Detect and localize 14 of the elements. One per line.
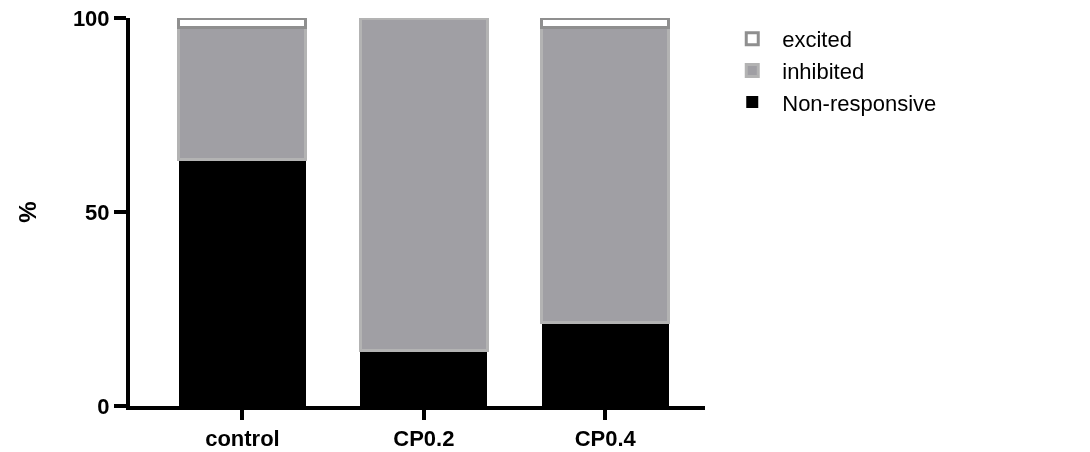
legend-label: inhibited <box>782 58 865 84</box>
bar <box>358 18 489 353</box>
y-axis-title: % <box>14 201 42 223</box>
x-tick-label: CP0.2 <box>393 426 455 452</box>
y-tick-label: 50 <box>85 199 110 225</box>
legend-label: excited <box>782 27 852 53</box>
y-tick-label: 100 <box>72 5 110 31</box>
x-tick-label: CP0.4 <box>574 426 637 452</box>
bar <box>177 18 308 30</box>
y-tick-label: 0 <box>97 393 110 419</box>
bar <box>540 18 671 29</box>
x-tick-label: control <box>205 426 280 452</box>
legend-label: Non-responsive <box>782 90 937 116</box>
bar <box>177 26 308 162</box>
